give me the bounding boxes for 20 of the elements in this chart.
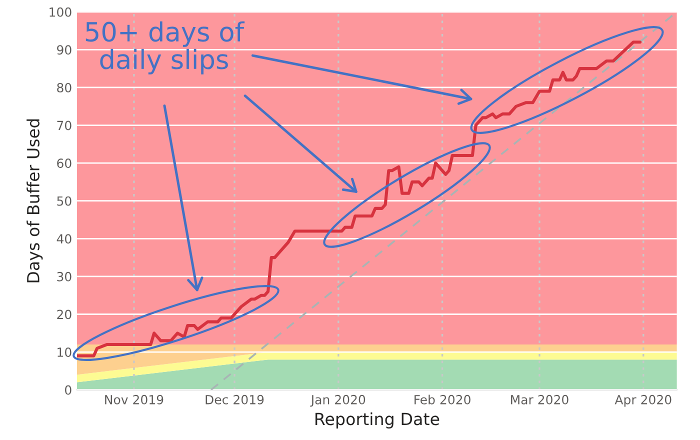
x-tick-label: Dec 2019 — [206, 394, 264, 404]
x-tick-label: Mar 2020 — [511, 394, 568, 404]
y-tick-label: 0 — [65, 385, 72, 395]
x-tick-label: Apr 2020 — [614, 394, 672, 407]
y-tick-label: 80 — [57, 82, 72, 92]
y-tick-label: 70 — [57, 120, 72, 130]
y-tick-label: 90 — [57, 45, 72, 55]
y-axis-title: Days of Buffer Used — [26, 119, 43, 282]
y-tick-label: 100 — [50, 7, 72, 17]
x-tick-label: Nov 2019 — [105, 394, 164, 404]
x-tick-label: Feb 2020 — [414, 394, 470, 404]
y-tick-label: 30 — [57, 272, 72, 282]
y-tick-label: 60 — [57, 158, 72, 168]
y-tick-label: 20 — [57, 310, 72, 320]
y-tick-label: 40 — [56, 234, 72, 244]
y-tick-label: 10 — [58, 348, 72, 357]
annotation: 50+ days of daily slips — [86, 21, 245, 74]
x-axis-title: Reporting Date — [316, 412, 440, 428]
x-tick-label: Jan 2020 — [310, 394, 366, 407]
y-tick-label: 50 — [57, 196, 72, 206]
